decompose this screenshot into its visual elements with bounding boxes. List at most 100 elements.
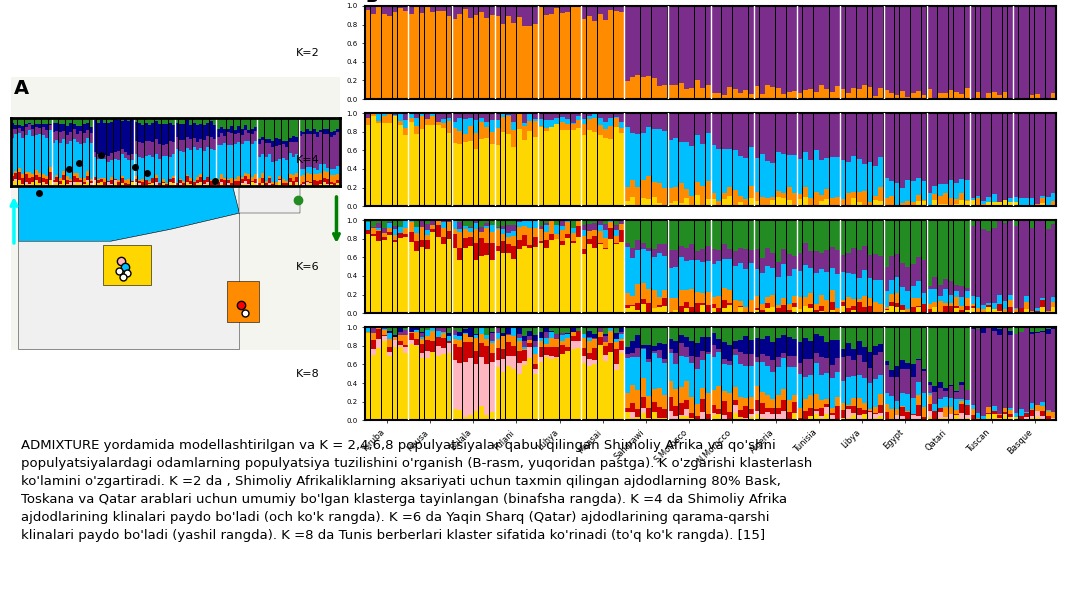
Bar <box>668 397 672 411</box>
Bar <box>992 229 997 303</box>
Bar <box>532 121 538 137</box>
Bar <box>1019 327 1023 332</box>
Bar <box>387 6 392 16</box>
Bar <box>587 337 592 338</box>
Bar <box>728 394 732 412</box>
Bar <box>684 327 689 337</box>
Bar <box>668 6 672 85</box>
Bar <box>862 6 867 85</box>
Bar <box>781 113 786 154</box>
Bar <box>689 307 695 313</box>
Bar <box>959 399 965 401</box>
Bar <box>959 113 965 179</box>
Bar <box>808 408 813 416</box>
Bar <box>867 305 873 313</box>
Bar <box>458 118 462 131</box>
Bar <box>652 220 656 248</box>
Bar <box>802 377 808 399</box>
Bar <box>792 307 797 313</box>
Bar <box>878 344 883 352</box>
Bar <box>582 334 587 338</box>
Bar <box>927 6 931 89</box>
Bar <box>711 93 716 99</box>
Bar <box>1046 6 1051 99</box>
Bar <box>544 355 548 357</box>
Bar <box>532 335 538 341</box>
Bar <box>906 291 910 309</box>
Bar <box>425 119 430 125</box>
Bar <box>733 413 737 421</box>
Bar <box>689 356 695 363</box>
Bar <box>631 113 635 133</box>
Bar <box>738 340 743 352</box>
Bar <box>728 365 732 394</box>
Bar <box>901 310 905 313</box>
Bar <box>986 413 991 421</box>
Bar <box>889 419 894 420</box>
Bar <box>857 302 862 313</box>
Bar <box>511 130 516 148</box>
Bar <box>608 352 614 421</box>
Bar <box>776 277 781 305</box>
Bar <box>592 21 598 99</box>
Bar <box>873 355 878 379</box>
Bar <box>760 154 765 197</box>
Bar <box>825 399 829 404</box>
Bar <box>458 113 462 118</box>
Bar <box>722 95 727 99</box>
Bar <box>857 355 862 374</box>
Bar <box>516 327 522 334</box>
Bar <box>765 220 770 248</box>
Bar <box>619 334 624 339</box>
Bar <box>636 220 640 240</box>
Bar <box>792 205 797 206</box>
Bar <box>419 358 425 421</box>
Bar <box>722 341 727 359</box>
Bar <box>560 333 564 335</box>
Bar <box>419 227 425 239</box>
Bar <box>668 312 672 313</box>
Bar <box>754 310 759 313</box>
Bar <box>1051 302 1056 307</box>
Bar <box>857 6 862 89</box>
Bar <box>468 337 473 342</box>
Bar <box>366 113 370 118</box>
Bar <box>1008 220 1013 295</box>
Bar <box>608 220 614 221</box>
Bar <box>555 220 559 225</box>
Bar <box>878 394 883 405</box>
Bar <box>992 92 997 99</box>
Bar <box>414 330 419 332</box>
Bar <box>835 358 840 372</box>
Bar <box>371 340 376 349</box>
Bar <box>835 340 840 358</box>
Bar <box>435 331 441 337</box>
Bar <box>776 6 781 88</box>
Bar <box>490 144 495 206</box>
Bar <box>733 355 737 388</box>
Bar <box>744 220 748 250</box>
Bar <box>1008 113 1013 198</box>
Bar <box>1051 307 1056 313</box>
Bar <box>506 342 511 356</box>
Bar <box>441 228 446 238</box>
Bar <box>802 187 808 197</box>
Bar <box>846 418 850 421</box>
Bar <box>366 334 370 421</box>
Bar <box>954 285 959 290</box>
Bar <box>592 6 598 21</box>
Bar <box>377 339 381 349</box>
Bar <box>1019 113 1023 198</box>
Bar <box>479 139 483 206</box>
Bar <box>387 333 392 338</box>
Bar <box>603 130 608 138</box>
Bar <box>425 224 430 230</box>
Bar <box>452 143 457 206</box>
Bar <box>906 220 910 268</box>
Bar <box>1019 409 1023 416</box>
Bar <box>728 419 732 420</box>
Bar <box>614 370 619 421</box>
Bar <box>765 6 770 85</box>
Bar <box>883 404 889 412</box>
Bar <box>446 121 451 133</box>
